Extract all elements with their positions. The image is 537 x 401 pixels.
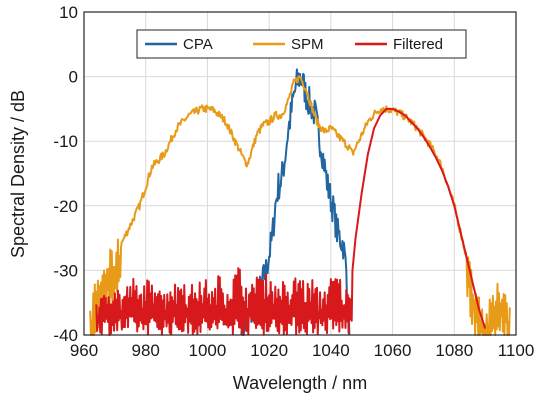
y-tick-label: -10	[53, 132, 78, 151]
y-tick-label: -30	[53, 261, 78, 280]
legend-label-filtered: Filtered	[393, 36, 443, 53]
series-line-filtered	[95, 107, 487, 336]
plot-frame	[83, 11, 517, 336]
x-tick-label: 1000	[189, 341, 227, 360]
y-axis-label: Spectral Density / dB	[8, 90, 28, 258]
y-tick-label: -40	[53, 326, 78, 345]
x-tick-label: 1100	[498, 341, 535, 360]
legend-label-spm: SPM	[291, 36, 324, 53]
series-layer	[89, 68, 511, 336]
legend-label-cpa: CPA	[183, 36, 213, 53]
series-line-spm	[89, 75, 511, 336]
x-tick-label: 960	[70, 341, 98, 360]
y-tick-label: -20	[53, 197, 78, 216]
axis-ticks: 960 980 1000 1020 1040 1060 1080 1100 -40 -30 -20 -…	[53, 3, 534, 360]
x-axis-label: Wavelength / nm	[233, 373, 367, 393]
y-tick-label: 10	[59, 3, 78, 22]
y-tick-label: 0	[69, 68, 78, 87]
x-tick-label: 980	[132, 341, 160, 360]
x-tick-label: 1040	[312, 341, 350, 360]
x-tick-label: 1020	[250, 341, 288, 360]
legend: CPA SPM Filtered	[136, 29, 467, 59]
x-tick-label: 1060	[374, 341, 412, 360]
x-tick-label: 1080	[435, 341, 473, 360]
legend-box	[136, 29, 467, 59]
